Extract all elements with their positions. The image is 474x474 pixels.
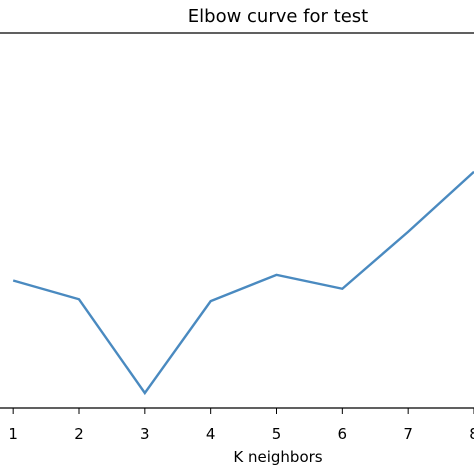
x-tick-label: 8 [469, 425, 474, 443]
x-tick-label: 3 [140, 425, 150, 443]
x-tick-label: 6 [338, 425, 348, 443]
x-tick-label: 5 [272, 425, 282, 443]
series-line-0 [12, 170, 474, 396]
x-axis-title: K neighbors [233, 448, 322, 466]
chart-title: Elbow curve for test [188, 6, 368, 27]
x-tick-label: 7 [403, 425, 413, 443]
series-layer [12, 170, 474, 396]
x-axis-ticks: 1 2 3 4 5 6 7 8 [8, 408, 474, 443]
x-tick-label: 2 [74, 425, 84, 443]
x-tick-label: 4 [206, 425, 216, 443]
x-tick-label: 1 [8, 425, 18, 443]
